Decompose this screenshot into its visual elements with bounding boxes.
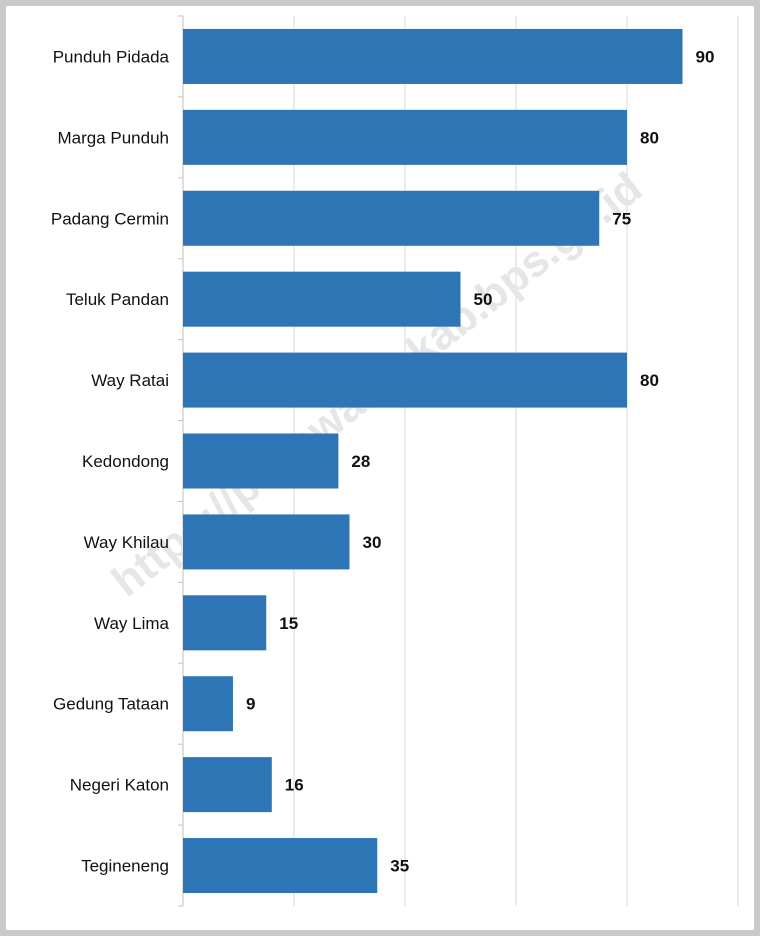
category-label: Way Ratai xyxy=(91,371,169,390)
bar xyxy=(183,595,267,651)
bar xyxy=(183,676,233,732)
bar xyxy=(183,271,461,327)
bar xyxy=(183,757,272,813)
data-label: 80 xyxy=(640,128,659,147)
category-label: Tegineneng xyxy=(81,857,169,876)
bar xyxy=(183,28,683,84)
data-label: 50 xyxy=(474,290,493,309)
bar-chart: https://pesawarankab.bps.go.id Punduh Pi… xyxy=(51,15,739,907)
data-label: 30 xyxy=(363,533,382,552)
bars xyxy=(183,28,683,894)
data-label: 16 xyxy=(285,776,304,795)
data-label: 90 xyxy=(696,47,715,66)
category-label: Kedondong xyxy=(82,452,169,471)
chart-frame: https://pesawarankab.bps.go.id Punduh Pi… xyxy=(6,6,754,930)
data-label: 15 xyxy=(279,614,298,633)
bar xyxy=(183,109,627,165)
category-label: Gedung Tataan xyxy=(53,695,169,714)
bar xyxy=(183,838,378,894)
category-label: Padang Cermin xyxy=(51,209,169,228)
data-label: 75 xyxy=(612,209,631,228)
category-label: Negeri Katon xyxy=(70,776,169,795)
bar xyxy=(183,190,600,246)
category-label: Marga Punduh xyxy=(57,128,169,147)
category-label: Way Lima xyxy=(94,614,169,633)
bar xyxy=(183,514,350,570)
bar xyxy=(183,433,339,489)
data-label: 9 xyxy=(246,695,255,714)
category-label: Teluk Pandan xyxy=(66,290,169,309)
data-label: 80 xyxy=(640,371,659,390)
y-axis xyxy=(178,15,184,907)
category-label: Way Khilau xyxy=(84,533,169,552)
data-label: 35 xyxy=(390,857,409,876)
labels: Punduh Pidada 90 Marga Punduh 80 Padang Cerm… xyxy=(51,47,715,875)
data-label: 28 xyxy=(351,452,370,471)
category-label: Punduh Pidada xyxy=(53,47,170,66)
bar xyxy=(183,352,627,408)
